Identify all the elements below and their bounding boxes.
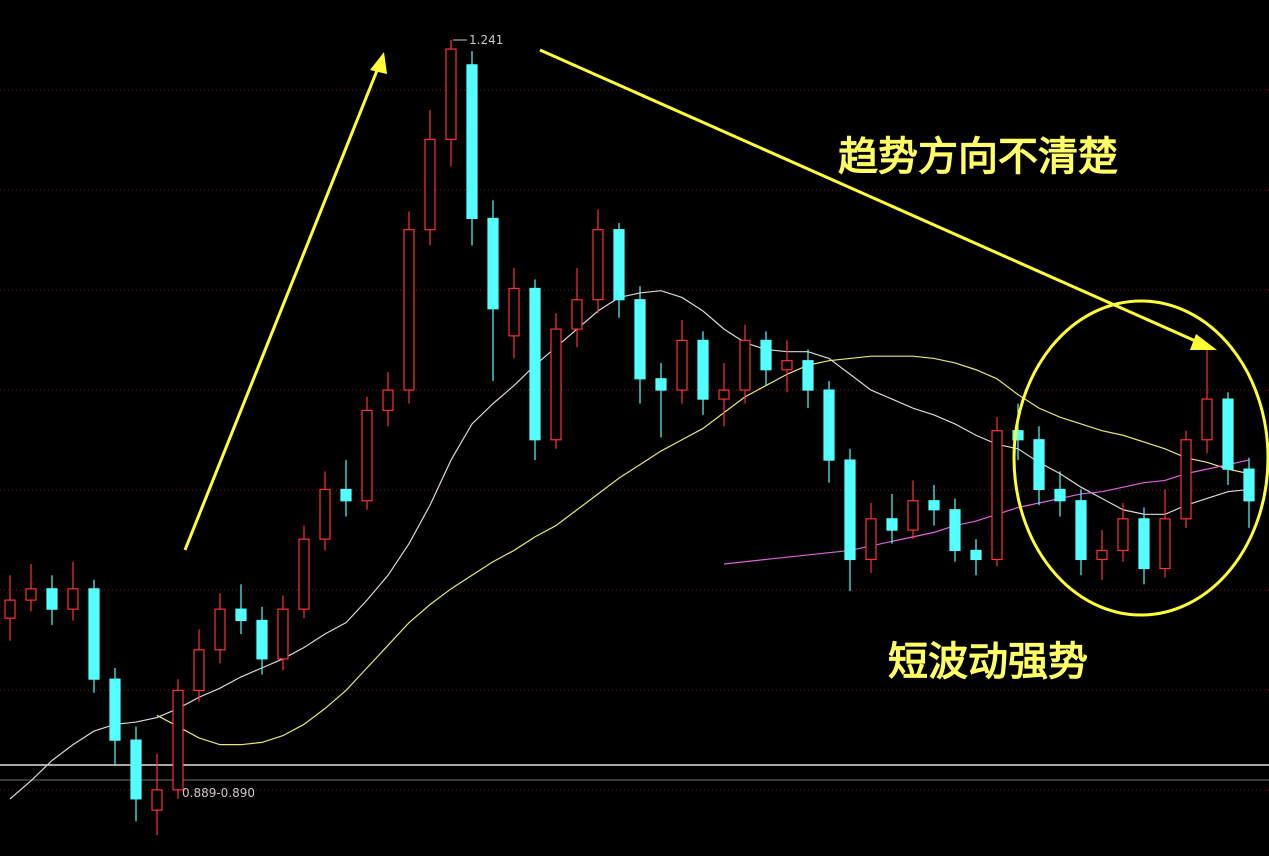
candle-body [1180, 439, 1192, 520]
arrow-head [370, 52, 387, 74]
candle-body [1054, 488, 1066, 502]
candle-body [991, 430, 1003, 561]
arrow [539, 48, 1201, 345]
candle-body [403, 229, 415, 391]
candle-body [109, 678, 121, 741]
candle-body [4, 599, 16, 619]
ma-line [9, 290, 1250, 800]
candle-body [718, 389, 730, 400]
candle-body [172, 689, 184, 791]
candle-body [256, 619, 268, 660]
candle-body [1075, 500, 1087, 561]
candle-body [760, 339, 772, 371]
ma-line [723, 459, 1250, 565]
candle-body [970, 549, 982, 561]
candle-body [466, 64, 478, 220]
arrow [183, 67, 380, 551]
candle-body [277, 608, 289, 660]
candle-body [676, 339, 688, 391]
arrow-head [1190, 334, 1217, 350]
candle-body [592, 229, 604, 301]
candle-body [340, 488, 352, 502]
candle-body [634, 299, 646, 380]
candle-body [214, 608, 226, 651]
candle-body [151, 789, 163, 811]
candle-body [1138, 518, 1150, 570]
candle-body [655, 378, 667, 391]
candle-body [529, 287, 541, 441]
candle-body [445, 48, 457, 140]
candle-body [697, 339, 709, 400]
candle-body [928, 500, 940, 511]
annotation: 短波动强势 [888, 639, 1088, 685]
candle-body [382, 389, 394, 411]
ma-line [156, 355, 1250, 746]
overlay [183, 48, 1269, 617]
candle-body [949, 509, 961, 552]
candle-body [298, 538, 310, 610]
candle-body [865, 518, 877, 561]
candle-body [844, 459, 856, 561]
candle-body [802, 360, 814, 391]
candle-body [25, 588, 37, 601]
plot: 1.241 0.889-0.890 [4, 33, 1255, 835]
candle-body [886, 518, 898, 531]
candle-body [1096, 549, 1108, 561]
candle-body [361, 409, 373, 502]
candle-body [1201, 398, 1213, 441]
candle-body [613, 229, 625, 301]
low-label: 0.889-0.890 [182, 786, 255, 800]
high-label: 1.241 [469, 33, 503, 47]
candle-body [46, 588, 58, 610]
candle-body [130, 739, 142, 800]
candle-body [1243, 468, 1255, 502]
candle-body [1012, 430, 1024, 441]
grid [0, 89, 1269, 791]
candle-body [88, 588, 100, 680]
candle-body [424, 138, 436, 231]
candle-body [67, 588, 79, 610]
highlight-ellipse [1012, 299, 1269, 617]
candle-body [319, 488, 331, 540]
candle-body [907, 500, 919, 531]
candle-body [508, 287, 520, 337]
candle-body [1159, 518, 1171, 570]
candle-body [1033, 439, 1045, 491]
candle-body [550, 328, 562, 441]
candle-body [739, 339, 751, 391]
annotation: 趋势方向不清楚 [838, 134, 1118, 180]
candle-body [571, 299, 583, 330]
candle-body [823, 389, 835, 461]
candle-body [193, 649, 205, 692]
candle-body [487, 217, 499, 310]
candle-body [235, 608, 247, 622]
candle-body [1117, 518, 1129, 552]
candle-body [1222, 398, 1234, 470]
candle-body [781, 360, 793, 371]
